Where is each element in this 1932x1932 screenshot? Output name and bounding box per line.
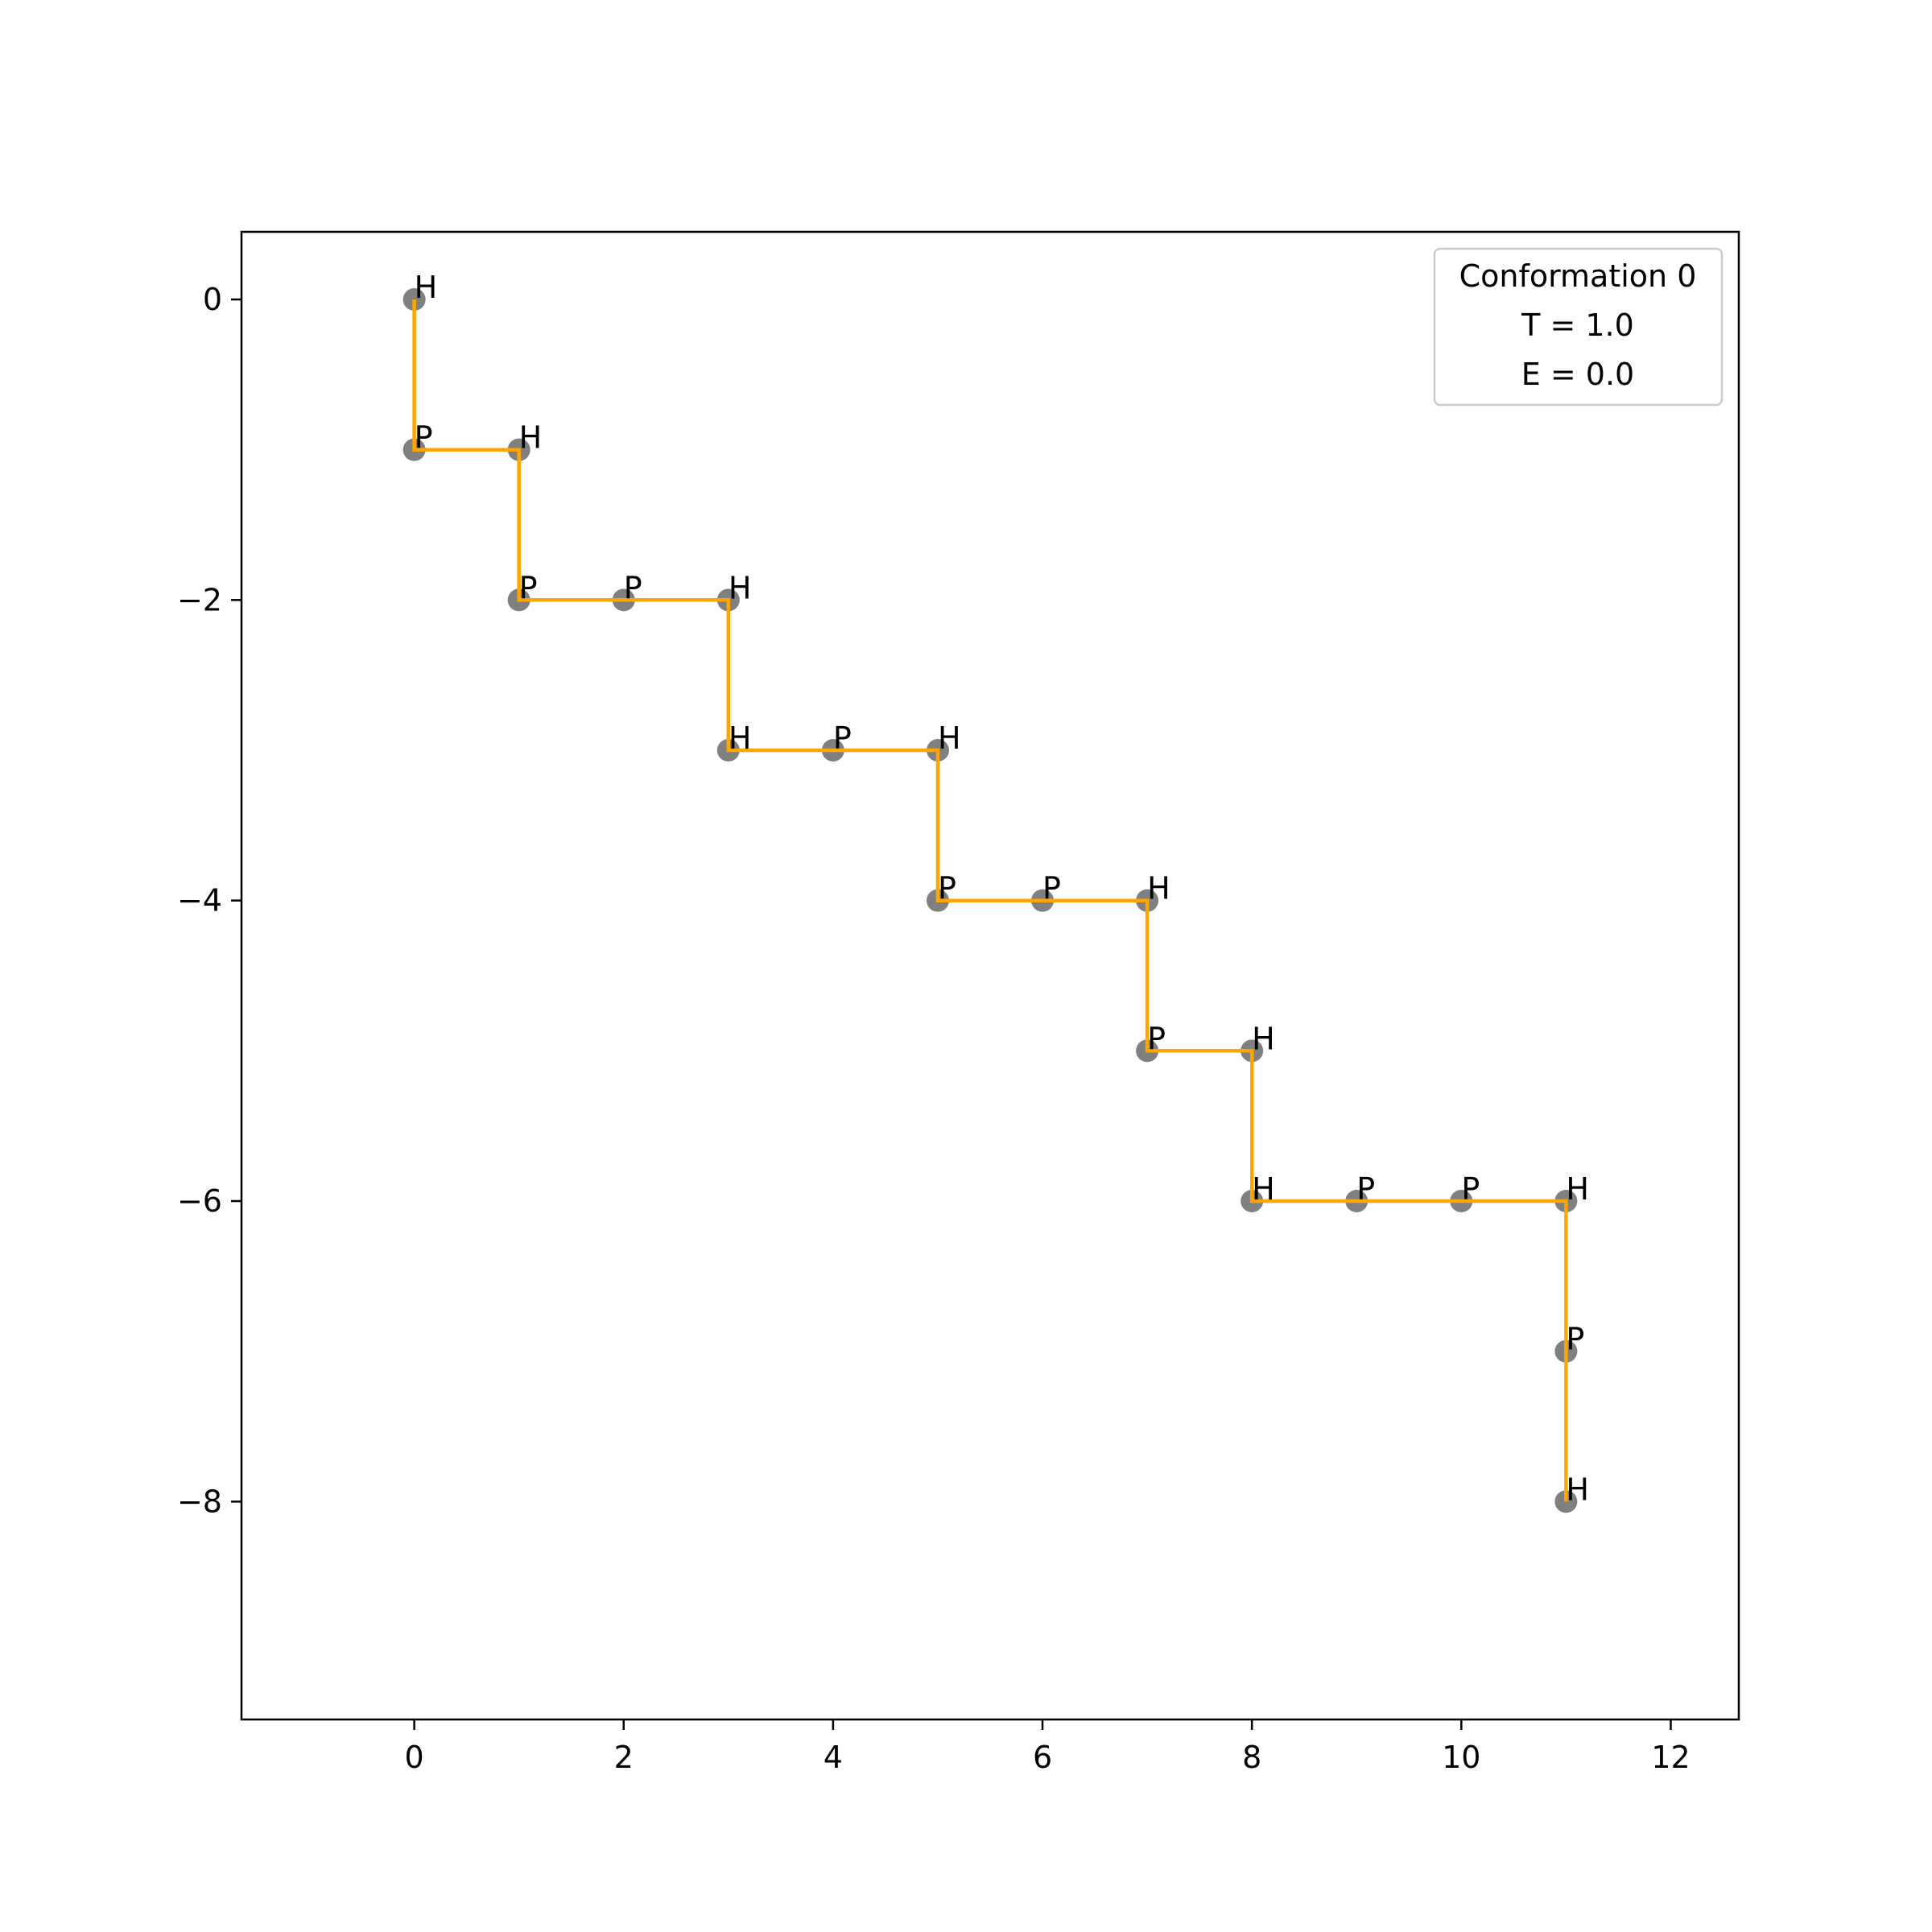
- point-label: P: [1356, 1171, 1375, 1207]
- x-tick-label: 2: [614, 1740, 634, 1775]
- point-label: H: [519, 420, 543, 456]
- point-label: H: [415, 270, 438, 305]
- point-label: P: [519, 570, 538, 605]
- y-tick-label: −6: [177, 1183, 222, 1219]
- x-tick-label: 6: [1033, 1740, 1052, 1775]
- point-label: P: [833, 720, 852, 756]
- y-tick-label: 0: [203, 282, 222, 317]
- point-label: H: [1252, 1171, 1275, 1207]
- point-label: P: [1147, 1021, 1166, 1056]
- point-label: H: [1147, 871, 1170, 906]
- x-tick-label: 4: [824, 1740, 843, 1775]
- point-label: P: [1461, 1171, 1480, 1207]
- legend-box: [1433, 247, 1724, 407]
- plot-area: H P H P P H H P H P P H P H H P P H P H: [402, 270, 1589, 1513]
- point-label: P: [624, 570, 642, 605]
- axes-frame: [240, 230, 1740, 1721]
- legend-line-energy: E = 0.0: [1521, 357, 1634, 392]
- legend: Conformation 0 T = 1.0 E = 0.0: [1433, 247, 1724, 407]
- x-tick-label: 10: [1442, 1740, 1480, 1775]
- point-label: H: [729, 720, 752, 756]
- legend-line-temperature: T = 1.0: [1521, 308, 1634, 343]
- point-label: P: [1566, 1322, 1584, 1357]
- x-tick-label: 8: [1242, 1740, 1261, 1775]
- y-tick-label: −4: [177, 883, 222, 919]
- point-label: H: [1566, 1171, 1589, 1207]
- point-label: H: [1566, 1472, 1589, 1507]
- point-label: H: [1252, 1021, 1275, 1056]
- point-label: H: [938, 720, 961, 756]
- data-point: [1554, 1490, 1578, 1513]
- point-label: P: [938, 871, 956, 906]
- x-tick-label: 0: [405, 1740, 424, 1775]
- series-line: [412, 299, 1568, 1502]
- point-label: P: [1042, 871, 1061, 906]
- y-tick-label: −8: [177, 1484, 222, 1519]
- x-tick-label: 12: [1651, 1740, 1690, 1775]
- legend-line-conformation: Conformation 0: [1459, 258, 1697, 294]
- point-label: H: [729, 570, 752, 605]
- axis-ticks: 0 2 4 6 8 10 12 0 −2 −4 −6 −8: [177, 282, 1690, 1775]
- y-tick-label: −2: [177, 582, 222, 617]
- point-label: P: [415, 420, 433, 456]
